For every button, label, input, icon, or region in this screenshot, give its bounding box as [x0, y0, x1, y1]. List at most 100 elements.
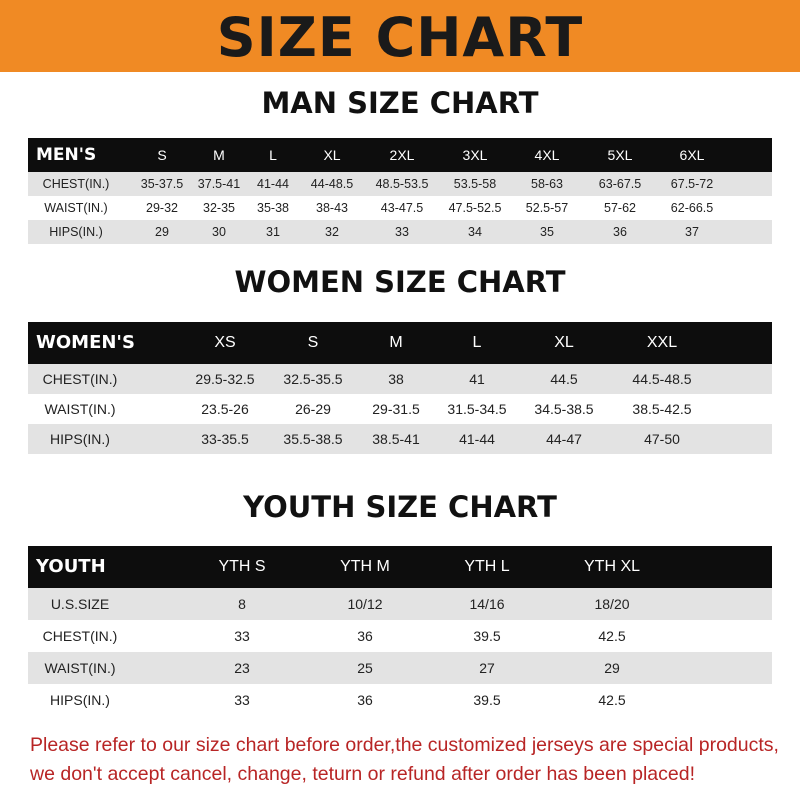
table-row: CHEST(IN.) 29.5-32.5 32.5-35.5 38 41 44.5 44.5…	[28, 364, 772, 394]
size-header: 4XL	[534, 147, 560, 163]
table-cell: 29	[604, 660, 620, 676]
table-cell: 39.5	[473, 628, 501, 644]
table-cell: 63-67.5	[598, 177, 642, 191]
table-cell: 32.5-35.5	[283, 371, 343, 387]
table-cell: 43-47.5	[380, 201, 424, 215]
table-cell: 34	[468, 225, 482, 239]
table-cell: 38-43	[316, 201, 348, 215]
row-label: U.S.SIZE	[50, 596, 110, 612]
row-label: HIPS(IN.)	[49, 225, 103, 239]
table-cell: 30	[212, 225, 226, 239]
table-row: WAIST(IN.) 23 25 27 29	[28, 652, 772, 684]
size-header: XL	[323, 147, 341, 163]
table-cell: 53.5-58	[453, 177, 497, 191]
table-cell: 42.5	[598, 692, 626, 708]
table-cell: 37.5-41	[197, 177, 241, 191]
size-header: 3XL	[462, 147, 488, 163]
table-cell: 31.5-34.5	[447, 401, 507, 417]
table-cell: 52.5-57	[525, 201, 569, 215]
women-header-label: WOMEN'S	[36, 332, 135, 353]
size-header: XL	[554, 334, 574, 351]
table-cell: 29-32	[146, 201, 178, 215]
youth-header-label: YOUTH	[36, 556, 106, 577]
row-label: HIPS(IN.)	[50, 431, 110, 447]
women-size-table: WOMEN'S XS S M L XL XXL CHEST(IN.) 29.5-32.5 32.5…	[28, 322, 772, 454]
table-cell: 48.5-53.5	[375, 177, 429, 191]
row-label: CHEST(IN.)	[42, 371, 118, 387]
table-cell: 32-35	[203, 201, 235, 215]
table-cell: 29-31.5	[372, 401, 420, 417]
table-cell: 38.5-42.5	[632, 401, 692, 417]
table-cell: 18/20	[594, 596, 630, 612]
table-cell: 35-37.5	[140, 177, 184, 191]
women-chart-title: WOMEN SIZE CHART	[234, 265, 566, 299]
size-header: 2XL	[389, 147, 415, 163]
size-header: M	[213, 147, 225, 163]
table-cell: 14/16	[469, 596, 505, 612]
table-cell: 41-44	[257, 177, 289, 191]
table-cell: 10/12	[347, 596, 383, 612]
table-row: HIPS(IN.) 29 30 31 32 33 34 35 36 37	[28, 220, 772, 244]
size-header: L	[472, 334, 482, 351]
table-cell: 35-38	[257, 201, 289, 215]
table-cell: 41-44	[459, 431, 495, 447]
table-cell: 36	[357, 628, 373, 644]
size-header: XS	[214, 334, 236, 351]
table-cell: 37	[685, 225, 699, 239]
table-cell: 67.5-72	[670, 177, 714, 191]
youth-size-table: YOUTH YTH S YTH M YTH L YTH XL U.S.SIZE 8 10/12…	[28, 546, 772, 716]
table-cell: 26-29	[295, 401, 331, 417]
size-header: YTH XL	[583, 558, 641, 575]
table-cell: 36	[357, 692, 373, 708]
row-label: CHEST(IN.)	[42, 177, 110, 191]
table-cell: 58-63	[531, 177, 563, 191]
row-label: WAIST(IN.)	[44, 201, 108, 215]
table-cell: 57-62	[604, 201, 636, 215]
table-cell: 35	[540, 225, 554, 239]
table-cell: 39.5	[473, 692, 501, 708]
table-cell: 44-48.5	[310, 177, 354, 191]
size-header: M	[389, 334, 403, 351]
banner-title: SIZE CHART	[216, 6, 584, 69]
table-cell: 33	[234, 628, 250, 644]
table-row: WAIST(IN.) 29-32 32-35 35-38 38-43 43-47.5 47.…	[28, 196, 772, 220]
table-cell: 31	[266, 225, 280, 239]
table-cell: 27	[479, 660, 495, 676]
table-cell: 44.5-48.5	[632, 371, 692, 387]
table-cell: 44.5	[550, 371, 578, 387]
row-label: WAIST(IN.)	[44, 401, 116, 417]
youth-chart-title: YOUTH SIZE CHART	[243, 490, 557, 524]
table-cell: 38	[388, 371, 404, 387]
men-size-table: MEN'S S M L XL 2XL 3XL 4XL 5XL 6XL CHEST(IN.) 35-37…	[28, 138, 772, 244]
table-cell: 42.5	[598, 628, 626, 644]
women-header-row: WOMEN'S XS S M L XL XXL	[28, 322, 772, 364]
table-cell: 62-66.5	[670, 201, 714, 215]
size-header: 6XL	[679, 147, 705, 163]
men-header-label: MEN'S	[36, 145, 97, 165]
table-cell: 38.5-41	[372, 431, 420, 447]
table-cell: 41	[469, 371, 485, 387]
table-cell: 8	[238, 596, 246, 612]
men-header-row: MEN'S S M L XL 2XL 3XL 4XL 5XL 6XL	[28, 138, 772, 172]
size-header: YTH M	[340, 558, 390, 575]
table-cell: 29	[155, 225, 169, 239]
table-row: CHEST(IN.) 35-37.5 37.5-41 41-44 44-48.5 48.5…	[28, 172, 772, 196]
size-chart-banner: SIZE CHART	[0, 0, 800, 72]
table-cell: 33	[395, 225, 409, 239]
table-cell: 36	[613, 225, 627, 239]
table-cell: 32	[325, 225, 339, 239]
table-cell: 23	[234, 660, 250, 676]
table-row: U.S.SIZE 8 10/12 14/16 18/20	[28, 588, 772, 620]
table-cell: 47-50	[644, 431, 680, 447]
size-header: S	[307, 334, 319, 351]
table-row: HIPS(IN.) 33-35.5 35.5-38.5 38.5-41 41-44 44-…	[28, 424, 772, 454]
size-header: XXL	[646, 334, 678, 351]
table-cell: 47.5-52.5	[448, 201, 502, 215]
size-header: S	[157, 147, 167, 163]
table-cell: 35.5-38.5	[283, 431, 343, 447]
row-label: WAIST(IN.)	[44, 660, 116, 676]
table-cell: 25	[357, 660, 373, 676]
table-row: HIPS(IN.) 33 36 39.5 42.5	[28, 684, 772, 716]
table-row: WAIST(IN.) 23.5-26 26-29 29-31.5 31.5-34.5 34…	[28, 394, 772, 424]
table-cell: 33	[234, 692, 250, 708]
